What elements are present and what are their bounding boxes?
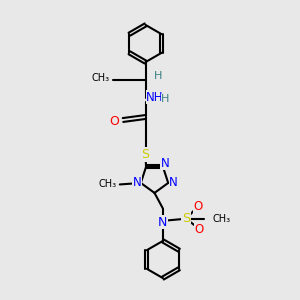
Text: CH₃: CH₃ bbox=[98, 179, 116, 189]
Text: CH₃: CH₃ bbox=[212, 214, 230, 224]
Text: N: N bbox=[169, 176, 178, 189]
Text: H: H bbox=[154, 71, 162, 81]
Text: N: N bbox=[158, 215, 168, 229]
Text: NH: NH bbox=[146, 91, 164, 104]
Text: O: O bbox=[194, 200, 202, 213]
Text: S: S bbox=[142, 148, 149, 161]
Text: O: O bbox=[110, 115, 119, 128]
Text: O: O bbox=[195, 223, 204, 236]
Text: S: S bbox=[182, 212, 190, 226]
Text: CH₃: CH₃ bbox=[92, 73, 110, 83]
Text: H: H bbox=[161, 94, 170, 104]
Text: N: N bbox=[133, 176, 142, 189]
Text: N: N bbox=[161, 157, 170, 170]
